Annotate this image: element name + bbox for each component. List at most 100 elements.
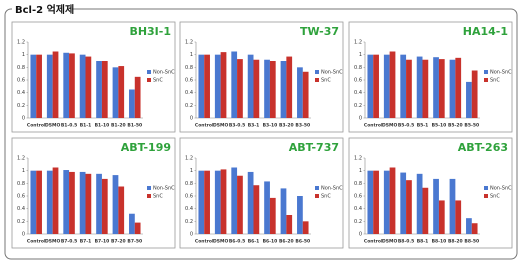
y-tick-label: 0.8	[17, 181, 25, 187]
bar	[383, 170, 390, 234]
bar	[406, 59, 412, 118]
x-tick-label: B7-10	[95, 239, 110, 245]
y-tick-label: 0.4	[185, 90, 193, 96]
bar	[373, 54, 379, 118]
panel-title: ABT-737	[289, 141, 339, 154]
y-tick-label: 0.2	[185, 103, 193, 109]
bar	[231, 51, 238, 118]
bar	[204, 170, 210, 234]
bar	[471, 70, 478, 118]
bar	[30, 54, 37, 118]
legend-swatch	[147, 194, 151, 198]
x-tick-label: B8-1	[417, 239, 429, 245]
x-tick-label: B8-0.5	[398, 239, 414, 245]
y-tick-label: 0.2	[354, 219, 362, 225]
panel-title: ABT-263	[458, 141, 508, 154]
legend-label: Non-SnC	[490, 186, 512, 192]
bar	[269, 61, 276, 118]
legend-swatch	[315, 70, 319, 74]
y-tick-label: 0.2	[17, 219, 25, 225]
y-tick-label: 0.6	[354, 194, 362, 200]
legend-label: SnC	[490, 194, 500, 200]
legend-swatch	[484, 186, 488, 190]
y-tick-label: 0.8	[185, 65, 193, 71]
bar	[471, 223, 478, 234]
page-title: Bcl-2 억제제	[15, 3, 74, 16]
bar	[302, 71, 309, 118]
legend-swatch	[484, 194, 488, 198]
y-tick-label: 0.6	[185, 78, 193, 84]
y-tick-label: 1.2	[354, 40, 362, 46]
x-tick-label: B3-10	[263, 123, 278, 129]
legend-label: Non-SnC	[153, 70, 175, 76]
bar	[129, 213, 135, 234]
y-tick-label: 0.8	[185, 181, 193, 187]
x-tick-label: B6-20	[279, 239, 294, 245]
y-tick-label: 1	[190, 168, 193, 174]
bar	[389, 51, 396, 118]
y-tick-label: 1.2	[17, 40, 25, 46]
bar	[214, 54, 221, 118]
bar	[69, 53, 75, 118]
y-tick-label: 0	[22, 116, 25, 122]
bar	[96, 173, 102, 234]
bar	[101, 178, 108, 234]
y-tick-label: 1.2	[354, 156, 362, 162]
bar	[455, 200, 462, 234]
bar	[52, 167, 59, 234]
bar	[416, 56, 423, 118]
bar	[85, 56, 92, 118]
bar	[449, 59, 456, 118]
bar	[231, 167, 238, 234]
bar	[433, 178, 439, 234]
bar	[389, 167, 396, 234]
bar	[63, 170, 70, 234]
legend-swatch	[315, 186, 319, 190]
bar	[400, 172, 407, 234]
x-tick-label: B6-50	[295, 239, 310, 245]
bar	[253, 59, 260, 118]
x-tick-label: DSMO	[45, 123, 60, 129]
x-tick-label: B5-1	[417, 123, 429, 129]
y-tick-label: 0	[190, 232, 193, 238]
x-tick-label: B3-50	[295, 123, 310, 129]
bar	[237, 59, 243, 118]
bar	[118, 186, 125, 234]
bar	[198, 170, 205, 234]
legend-label: SnC	[321, 78, 331, 84]
y-tick-label: 1	[359, 52, 362, 58]
legend-swatch	[315, 78, 319, 82]
x-tick-label: DSMO	[213, 123, 228, 129]
x-tick-label: B5-0.5	[398, 123, 414, 129]
panel-title: ABT-199	[121, 141, 171, 154]
bar	[264, 181, 270, 234]
bar	[134, 222, 141, 234]
bar	[79, 54, 86, 118]
bar	[302, 221, 309, 234]
x-tick-label: Control	[27, 239, 46, 245]
x-tick-label: Control	[364, 239, 383, 245]
legend-label: Non-SnC	[153, 186, 175, 192]
legend-label: SnC	[153, 78, 163, 84]
y-tick-label: 0.8	[17, 65, 25, 71]
bar	[118, 66, 125, 118]
panel-title: HA14-1	[463, 25, 508, 38]
bar	[367, 170, 374, 234]
x-tick-label: B1-50	[127, 123, 142, 129]
x-tick-label: B6-1	[248, 239, 260, 245]
x-tick-label: B1-10	[95, 123, 110, 129]
bar	[455, 57, 462, 118]
bar	[36, 170, 42, 234]
legend-label: Non-SnC	[321, 186, 343, 192]
bar	[79, 171, 86, 234]
x-tick-label: B1-0.5	[61, 123, 77, 129]
bar	[286, 56, 293, 118]
bar	[247, 54, 254, 118]
bar	[52, 51, 59, 118]
bar	[69, 171, 75, 234]
bar	[112, 175, 119, 234]
bar	[30, 170, 37, 234]
panel-title: TW-37	[300, 25, 339, 38]
x-tick-label: B3-20	[279, 123, 294, 129]
y-tick-label: 1.2	[185, 40, 193, 46]
